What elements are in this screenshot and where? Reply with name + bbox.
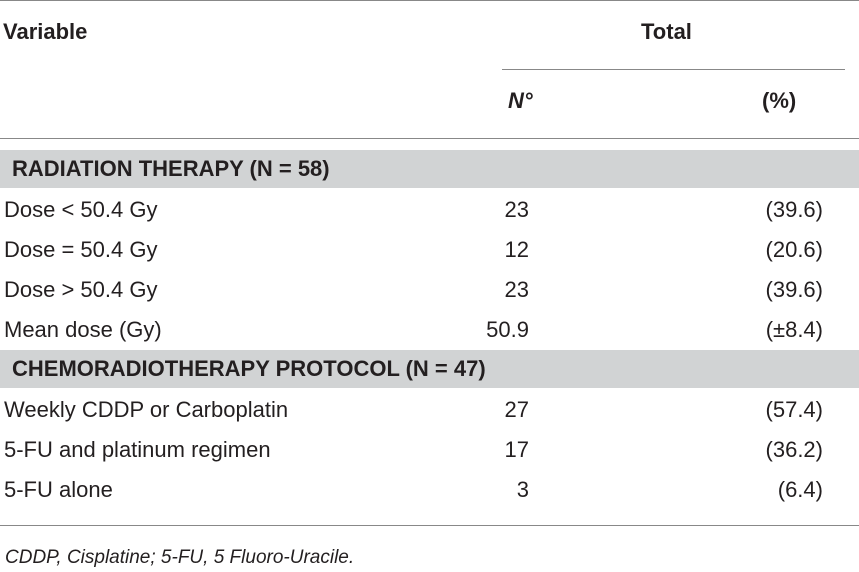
row-label: Weekly CDDP or Carboplatin xyxy=(4,397,289,422)
n-header: N° xyxy=(508,88,533,113)
row-percent: (39.6) xyxy=(765,277,823,302)
row-percent: (39.6) xyxy=(765,197,823,222)
row-label: 5-FU alone xyxy=(4,477,113,502)
section-band xyxy=(0,350,859,388)
top-rule xyxy=(0,0,859,1)
footnote: CDDP, Cisplatine; 5-FU, 5 Fluoro-Uracile… xyxy=(5,547,355,568)
total-rule xyxy=(502,69,845,70)
section-band xyxy=(0,150,859,188)
pct-header: (%) xyxy=(762,88,797,113)
section-title: CHEMORADIOTHERAPY PROTOCOL (N = 47) xyxy=(12,356,486,381)
row-label: Dose = 50.4 Gy xyxy=(4,237,158,262)
row-label: Mean dose (Gy) xyxy=(4,317,162,342)
row-count: 50.9 xyxy=(486,317,529,342)
row-count: 17 xyxy=(504,437,529,462)
row-percent: (36.2) xyxy=(765,437,823,462)
row-percent: (±8.4) xyxy=(765,317,823,342)
row-percent: (6.4) xyxy=(777,477,823,502)
variable-header: Variable xyxy=(3,19,88,44)
total-header: Total xyxy=(641,19,692,44)
row-count: 23 xyxy=(504,197,529,222)
row-count: 3 xyxy=(516,477,529,502)
row-label: 5-FU and platinum regimen xyxy=(4,437,271,462)
bottom-rule xyxy=(0,525,859,526)
row-count: 23 xyxy=(504,277,529,302)
row-count: 27 xyxy=(504,397,529,422)
row-count: 12 xyxy=(504,237,529,262)
row-label: Dose < 50.4 Gy xyxy=(4,197,158,222)
section-title: RADIATION THERAPY (N = 58) xyxy=(12,156,330,181)
row-label: Dose > 50.4 Gy xyxy=(4,277,158,302)
row-percent: (57.4) xyxy=(765,397,823,422)
header-rule xyxy=(0,138,859,139)
row-percent: (20.6) xyxy=(765,237,823,262)
